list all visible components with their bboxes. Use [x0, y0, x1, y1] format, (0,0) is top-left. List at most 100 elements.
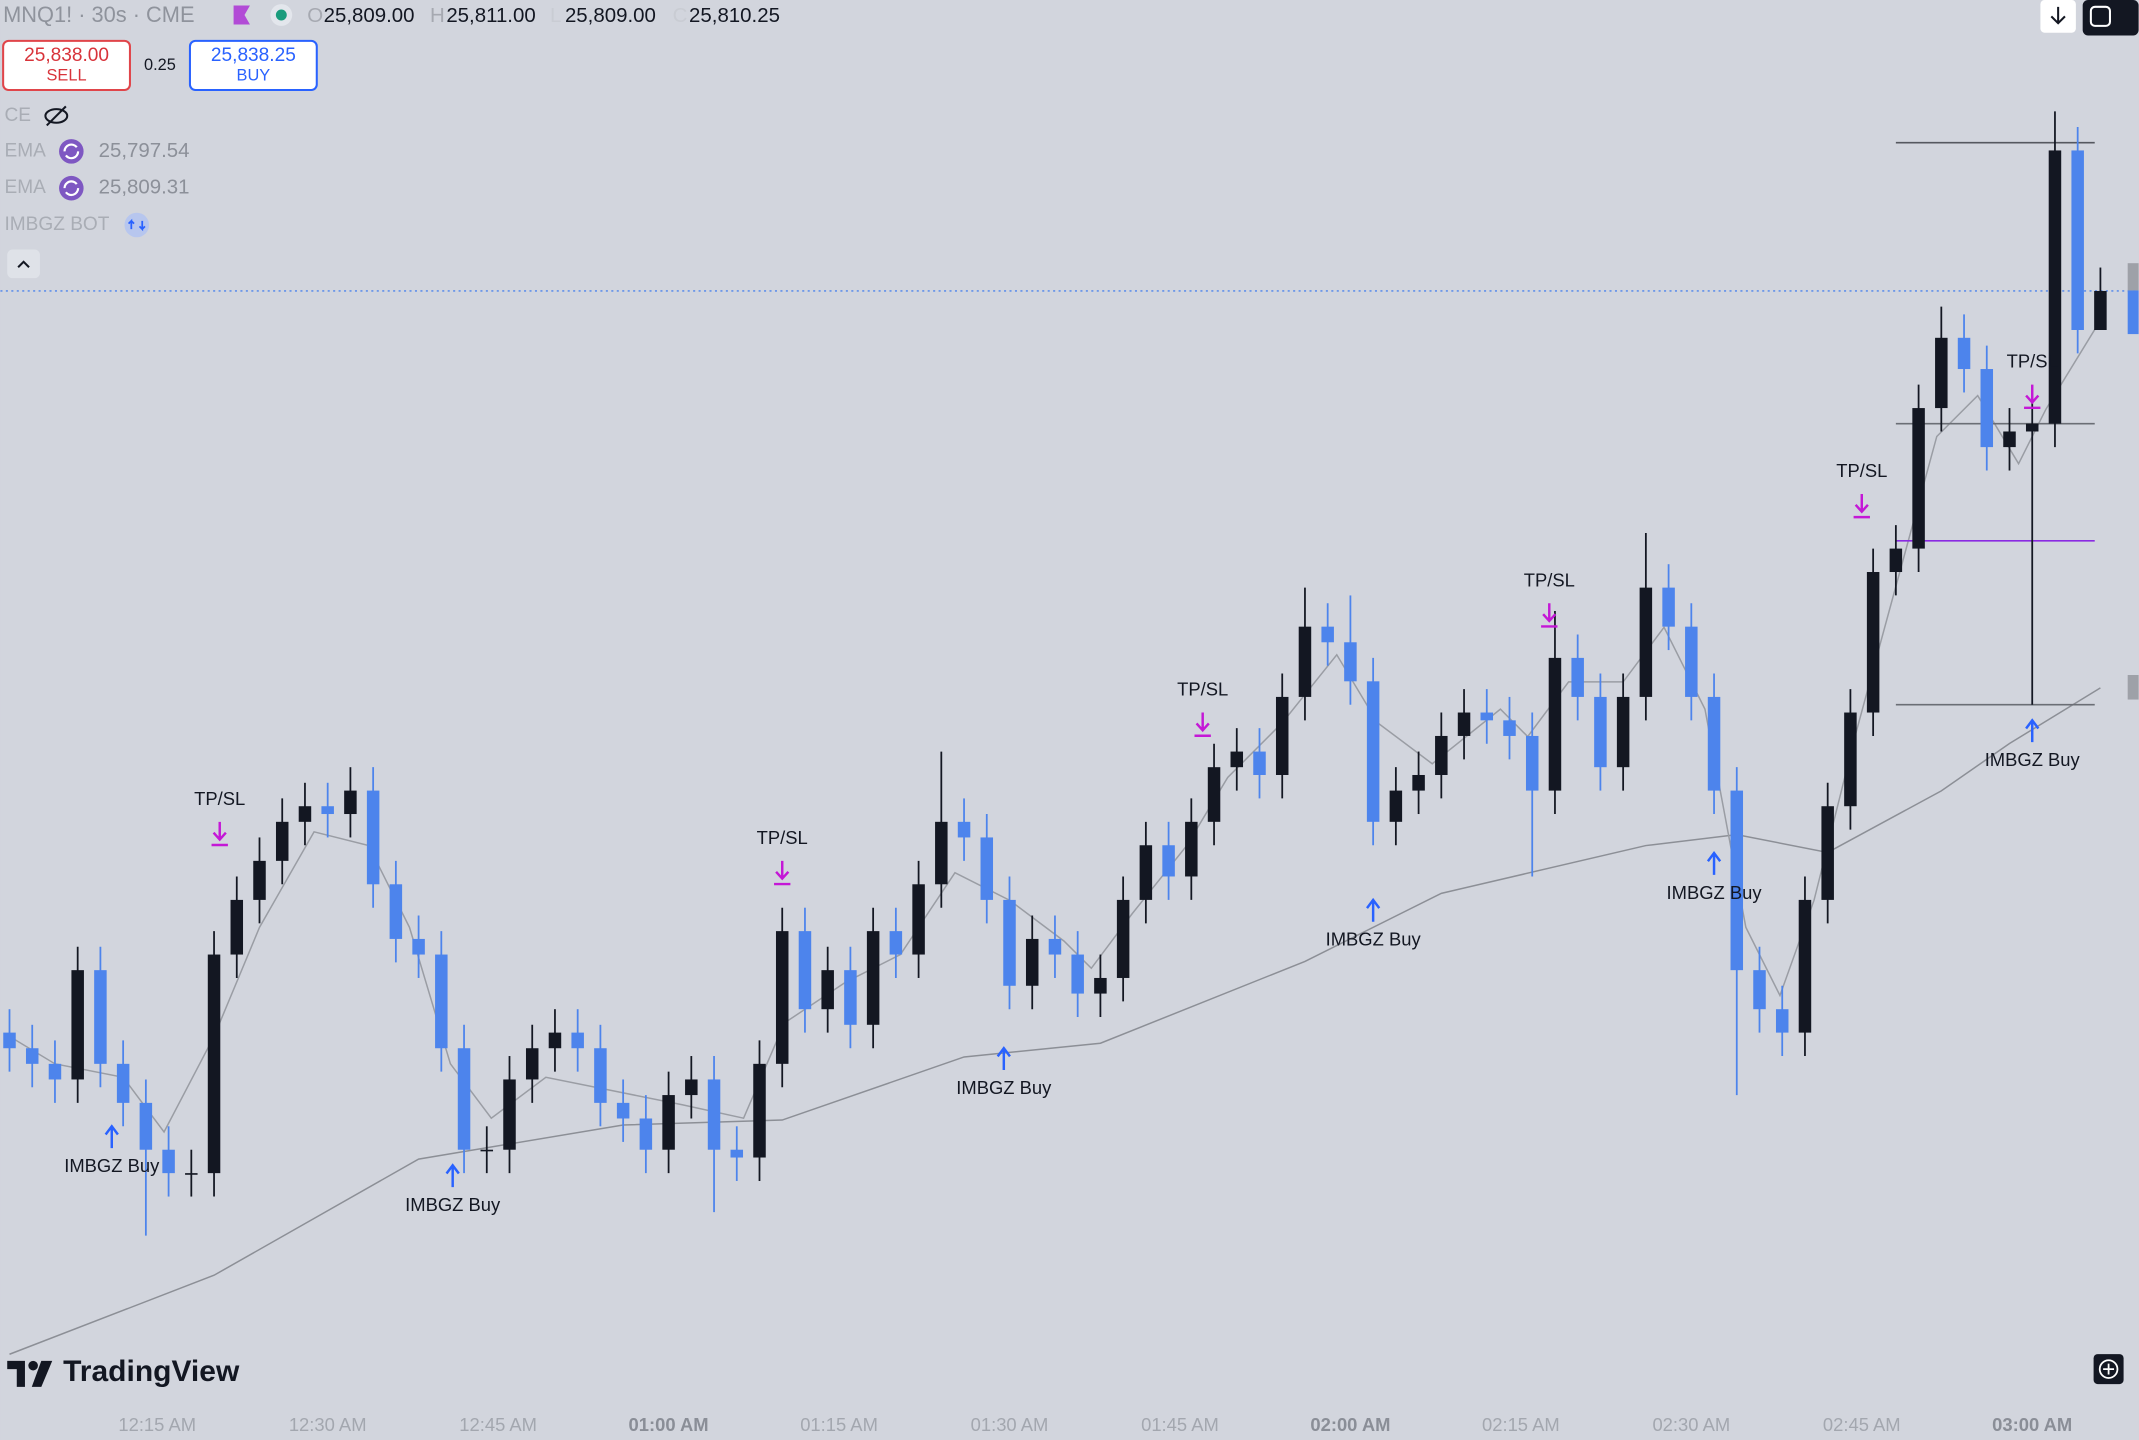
candle-body — [1366, 681, 1380, 822]
hidden-icon[interactable] — [44, 105, 69, 127]
scale-marker — [2127, 263, 2139, 291]
ohlc-value: 25,811.00 — [446, 4, 535, 27]
candle-body — [1503, 720, 1516, 736]
candle-body — [457, 1048, 471, 1150]
candle-body — [2071, 150, 2084, 330]
candle-body — [594, 1048, 607, 1103]
candle-body — [980, 837, 994, 900]
collapse-button[interactable] — [7, 249, 40, 279]
candle-body — [1253, 751, 1266, 775]
zoom-glyph — [2103, 1363, 2115, 1375]
buy-arrow — [996, 1046, 1011, 1071]
signal-label: IMBGZ Buy — [1326, 929, 1422, 950]
candle-body — [275, 821, 289, 861]
symbol[interactable]: MNQ1! · 30s · CME — [3, 2, 194, 27]
candle-body — [1753, 970, 1766, 1010]
bot-icon[interactable] — [124, 212, 150, 238]
candle-body — [685, 1079, 698, 1096]
candle-body — [1207, 767, 1221, 822]
candle-body — [1571, 657, 1584, 697]
candle-body — [616, 1102, 630, 1119]
buy-button[interactable] — [188, 39, 318, 92]
candle-body — [1344, 642, 1357, 682]
scale-marker — [2127, 675, 2139, 700]
indicator-name[interactable]: CE — [5, 105, 32, 126]
ohlc-key: C — [673, 4, 688, 27]
x-tick-label: 12:15 AM — [118, 1414, 196, 1435]
flag-icon[interactable] — [233, 5, 250, 25]
candle-body — [775, 931, 789, 1064]
tpsl-arrow — [1853, 493, 1870, 519]
candle-body — [71, 970, 84, 1080]
x-tick-label: 01:00 AM — [629, 1414, 709, 1435]
candle-body — [366, 790, 380, 885]
candle-body — [1889, 548, 1903, 573]
candle-body — [1775, 1009, 1789, 1033]
candle-body — [1389, 790, 1403, 822]
candle-body — [1298, 626, 1312, 697]
candle-body — [707, 1079, 721, 1150]
candle-body — [435, 954, 448, 1049]
x-tick-label: 02:00 AM — [1310, 1414, 1390, 1435]
candle-body — [2003, 431, 2016, 448]
candle-body — [1457, 712, 1471, 736]
tpsl-arrow — [1194, 712, 1211, 737]
indicator-name[interactable]: IMBGZ BOT — [5, 214, 110, 235]
indicator-value: 25,809.31 — [99, 176, 190, 199]
x-tick-label: 03:00 AM — [1992, 1414, 2072, 1435]
candle-body — [389, 884, 403, 939]
candle-body — [1480, 712, 1494, 721]
candle-body — [1412, 774, 1425, 791]
sync-icon[interactable] — [59, 139, 84, 164]
candle-body — [866, 931, 880, 1025]
candle-body — [753, 1063, 766, 1158]
sell-label: SELL — [47, 67, 87, 85]
x-tick-label: 01:45 AM — [1141, 1414, 1219, 1435]
brand-logo[interactable] — [7, 1360, 53, 1387]
candle-body — [1162, 845, 1175, 877]
indicator-name[interactable]: EMA — [5, 140, 47, 161]
sell-price: 25,838.00 — [24, 45, 109, 66]
buy-arrow — [1366, 897, 1381, 922]
candle-body — [1116, 899, 1130, 978]
signal-label: IMBGZ Buy — [405, 1194, 501, 1215]
candle-body — [935, 821, 948, 885]
candle-body — [1321, 626, 1334, 643]
candle-body — [1616, 696, 1630, 768]
candle-body — [1980, 369, 1994, 448]
candle-body — [1639, 587, 1653, 697]
plot-area: IMBGZ Buy IMBGZ Buy IMBGZ Buy IMBGZ Buy IMBG… — [0, 111, 2139, 1355]
ohlc-value: 25,810.25 — [689, 4, 780, 27]
buy-price: 25,838.25 — [211, 45, 296, 66]
candle-body — [253, 860, 266, 900]
candle-body — [1912, 408, 1925, 549]
signal-label: IMBGZ Buy — [64, 1155, 160, 1176]
spread: 0.25 — [144, 56, 176, 74]
indicator-name[interactable]: EMA — [5, 177, 47, 198]
buy-arrow — [104, 1124, 119, 1149]
brand-name: TradingView — [63, 1355, 240, 1388]
candle-body — [3, 1032, 16, 1049]
candle-body — [503, 1079, 516, 1150]
candle-body — [1525, 735, 1539, 791]
candle-body — [1548, 657, 1562, 791]
candle-body — [2094, 290, 2107, 330]
candle-body — [1139, 845, 1153, 900]
down-arrow — [2050, 6, 2066, 25]
candle-body — [207, 954, 221, 1174]
candle-body — [1594, 696, 1607, 768]
sync-icon[interactable] — [59, 175, 84, 201]
candle-body — [1025, 938, 1039, 986]
sell-button[interactable] — [2, 39, 131, 92]
candle-body — [798, 931, 812, 1010]
candle-body — [1866, 572, 1880, 713]
bot-glyph — [127, 218, 146, 232]
buy-label: BUY — [237, 67, 271, 85]
signal-label: TP/SL — [194, 788, 245, 809]
candle-body — [730, 1149, 744, 1158]
candle-body — [662, 1095, 675, 1150]
fullscreen-glyph — [2089, 5, 2111, 27]
caret — [17, 260, 30, 268]
x-tick-label: 02:15 AM — [1482, 1414, 1560, 1435]
